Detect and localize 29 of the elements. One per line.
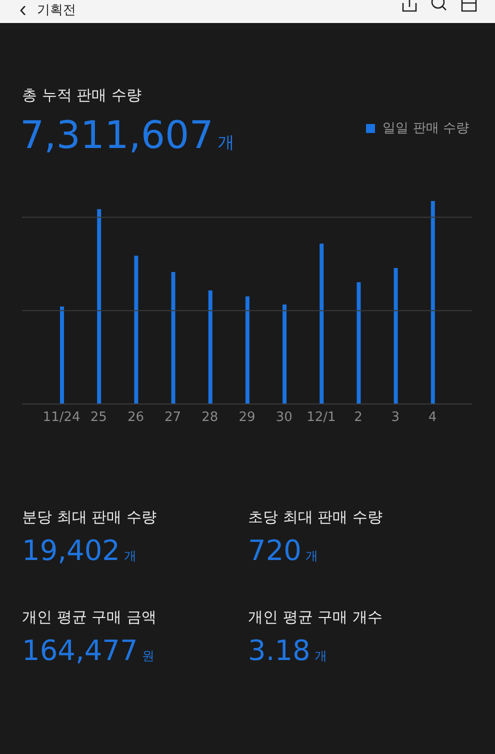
- bar: [282, 304, 287, 404]
- bar: [356, 282, 361, 404]
- x-tick-label: 2: [354, 410, 362, 426]
- x-tick-label: 26: [127, 410, 144, 426]
- x-tick-label: 27: [164, 410, 182, 426]
- chart-title: 총 누적 판매 수량: [22, 86, 142, 105]
- x-tick-label: 11/24: [42, 410, 80, 426]
- bar: [394, 268, 398, 404]
- text: 개인 평균 구매 개수: [248, 608, 382, 627]
- x-tick-label: 4: [428, 410, 437, 426]
- bar: [208, 290, 212, 404]
- bar: [245, 296, 250, 404]
- text: 기획전: [37, 3, 76, 19]
- text: 초당 최대 판매 수량: [248, 508, 382, 527]
- x-tick-label: 3: [391, 410, 400, 426]
- bar: [320, 244, 324, 404]
- x-tick-label: 30: [276, 410, 292, 426]
- text: 분당 최대 판매 수량: [22, 508, 156, 527]
- bar: [134, 256, 138, 404]
- bar: [430, 201, 435, 404]
- bar: [60, 306, 64, 404]
- bar: [97, 209, 102, 404]
- x-tick-label: 28: [202, 410, 218, 426]
- legend-label: 일일 판매 수량: [382, 120, 469, 137]
- x-tick-label: 29: [238, 410, 256, 426]
- x-tick-label: 12/1: [306, 410, 336, 426]
- bar: [171, 272, 176, 404]
- x-tick-label: 25: [90, 410, 107, 426]
- text: 개인 평균 구매 금액: [22, 608, 156, 627]
